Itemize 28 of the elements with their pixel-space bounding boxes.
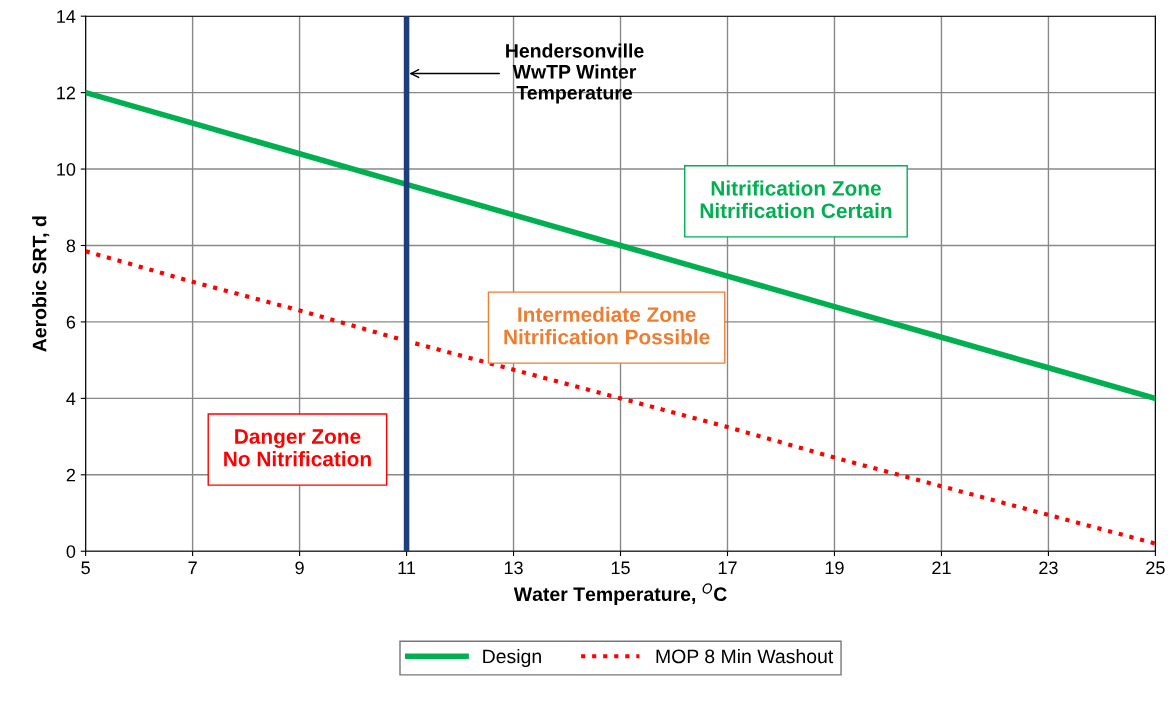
line-series xyxy=(85,249,1156,546)
legend-label: Design xyxy=(483,648,541,668)
x-tick-label: 23 xyxy=(1039,561,1058,575)
x-tick-label: 13 xyxy=(504,561,523,575)
y-tick-label: 6 xyxy=(66,315,76,329)
y-tick-label: 12 xyxy=(57,86,75,100)
x-tick-label: 21 xyxy=(932,561,951,575)
x-tick-label: 5 xyxy=(81,561,90,575)
x-tick-label: 25 xyxy=(1146,561,1165,575)
y-tick-label: 14 xyxy=(57,10,76,23)
y-tick-label: 4 xyxy=(66,392,76,405)
x-tick-label: 11 xyxy=(398,561,416,575)
x-tick-label: 19 xyxy=(825,561,844,575)
annotation: Danger Zone No Nitrification xyxy=(224,429,371,467)
x-tick-label: 17 xyxy=(718,561,737,575)
y-axis-title: Aerobic SRT, d xyxy=(32,216,50,352)
y-tick-label: 2 xyxy=(66,468,75,482)
annotation: Intermediate Zone Nitrification Possible xyxy=(504,306,710,345)
x-tick-label: 9 xyxy=(295,561,304,575)
y-tick-label: 10 xyxy=(57,163,76,176)
legend-label: MOP 8 Min Washout xyxy=(656,648,834,664)
y-tick-label: 0 xyxy=(66,545,76,558)
annotation: Nitrification Zone Nitrification Certain xyxy=(700,180,892,219)
x-tick-label: 15 xyxy=(611,561,630,575)
x-tick-label: 7 xyxy=(188,561,197,575)
annotation: Hendersonville WwTP Winter Temperature xyxy=(506,43,644,104)
x-axis-title: Water Temperature, $^{O}$C xyxy=(513,583,727,605)
y-tick-label: 8 xyxy=(66,239,76,253)
